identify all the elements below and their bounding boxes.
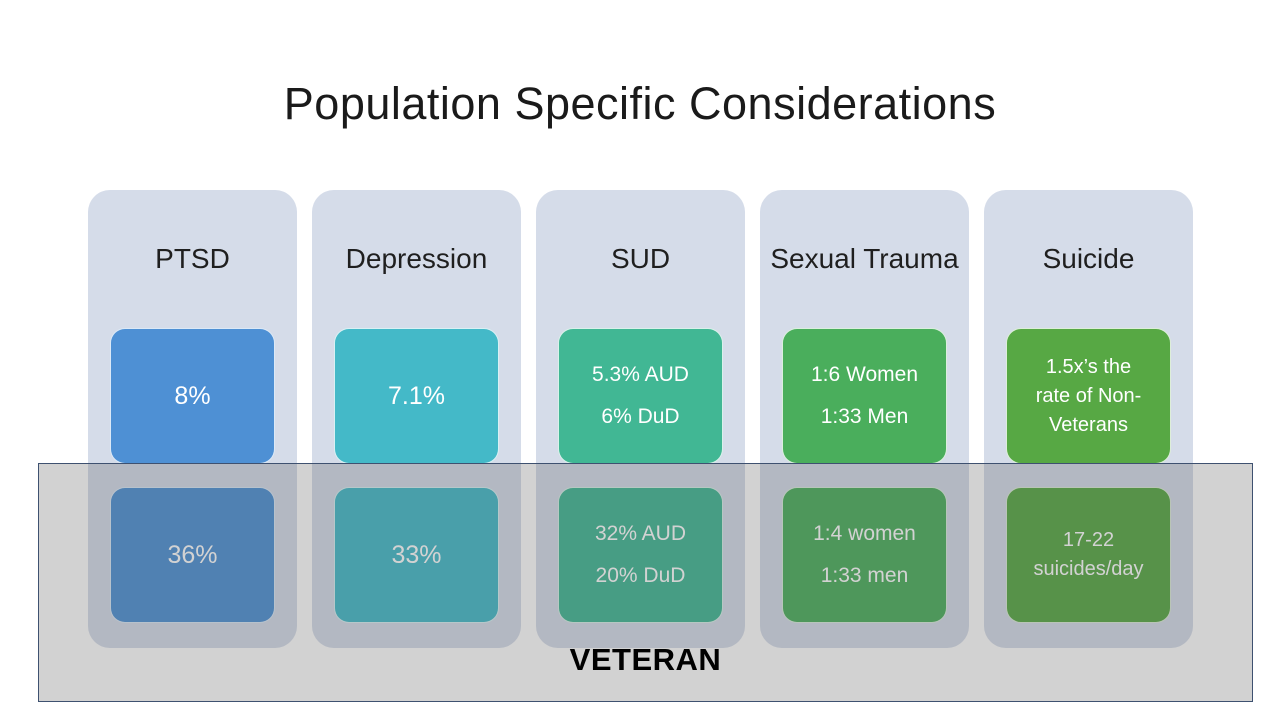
column-header-suicide: Suicide — [1042, 243, 1135, 274]
general-stat-box-sud: 5.3% AUD 6% DuD — [558, 328, 723, 464]
veteran-stat-box-sud: 32% AUD 20% DuD — [558, 487, 723, 623]
veteran-stat-value-sud: 32% AUD 20% DuD — [594, 522, 687, 587]
general-stat-value-depression: 7.1% — [388, 382, 445, 410]
veteran-stat-box-depression: 33% — [334, 487, 499, 623]
veteran-stat-box-ptsd: 36% — [110, 487, 275, 623]
slide-title: Population Specific Considerations — [283, 78, 997, 129]
veteran-stat-value-depression: 33% — [391, 541, 442, 569]
veteran-stat-box-sexual-trauma: 1:4 women 1:33 men — [782, 487, 947, 623]
general-stat-box-sexual-trauma: 1:6 Women 1:33 Men — [782, 328, 947, 464]
column-panel-sexual-trauma: Sexual Trauma 1:6 Women 1:33 Men 1:4 wom… — [760, 190, 969, 648]
veteran-stat-value-suicide: 17-22 suicides/day — [1033, 529, 1144, 580]
general-stat-box-depression: 7.1% — [334, 328, 499, 464]
column-panel-sud: SUD 5.3% AUD 6% DuD 32% AUD 20% DuD — [536, 190, 745, 648]
veteran-stat-box-suicide: 17-22 suicides/day — [1006, 487, 1171, 623]
veteran-stat-value-ptsd: 36% — [167, 541, 218, 569]
columns-row: PTSD 8% 36% Depression 7.1% 33% SUD 5.3%… — [88, 190, 1193, 648]
column-header-depression: Depression — [345, 243, 488, 274]
veteran-overlay-band: VETERAN — [38, 463, 1253, 702]
general-stat-value-ptsd: 8% — [174, 382, 211, 410]
general-stat-value-sexual-trauma: 1:6 Women 1:33 Men — [811, 363, 918, 428]
veteran-stat-value-sexual-trauma: 1:4 women 1:33 men — [813, 522, 916, 587]
column-panel-suicide: Suicide 1.5x’s the rate of Non- Veterans… — [984, 190, 1193, 648]
general-stat-box-suicide: 1.5x’s the rate of Non- Veterans — [1006, 328, 1171, 464]
column-header-sud: SUD — [610, 243, 671, 274]
column-panel-depression: Depression 7.1% 33% — [312, 190, 521, 648]
column-panel-ptsd: PTSD 8% 36% — [88, 190, 297, 648]
general-stat-value-suicide: 1.5x’s the rate of Non- Veterans — [1035, 355, 1142, 436]
general-stat-box-ptsd: 8% — [110, 328, 275, 464]
general-stat-value-sud: 5.3% AUD 6% DuD — [592, 363, 689, 428]
column-header-ptsd: PTSD — [155, 243, 230, 274]
column-header-sexual-trauma: Sexual Trauma — [770, 243, 959, 274]
veteran-label: VETERAN — [569, 642, 722, 677]
